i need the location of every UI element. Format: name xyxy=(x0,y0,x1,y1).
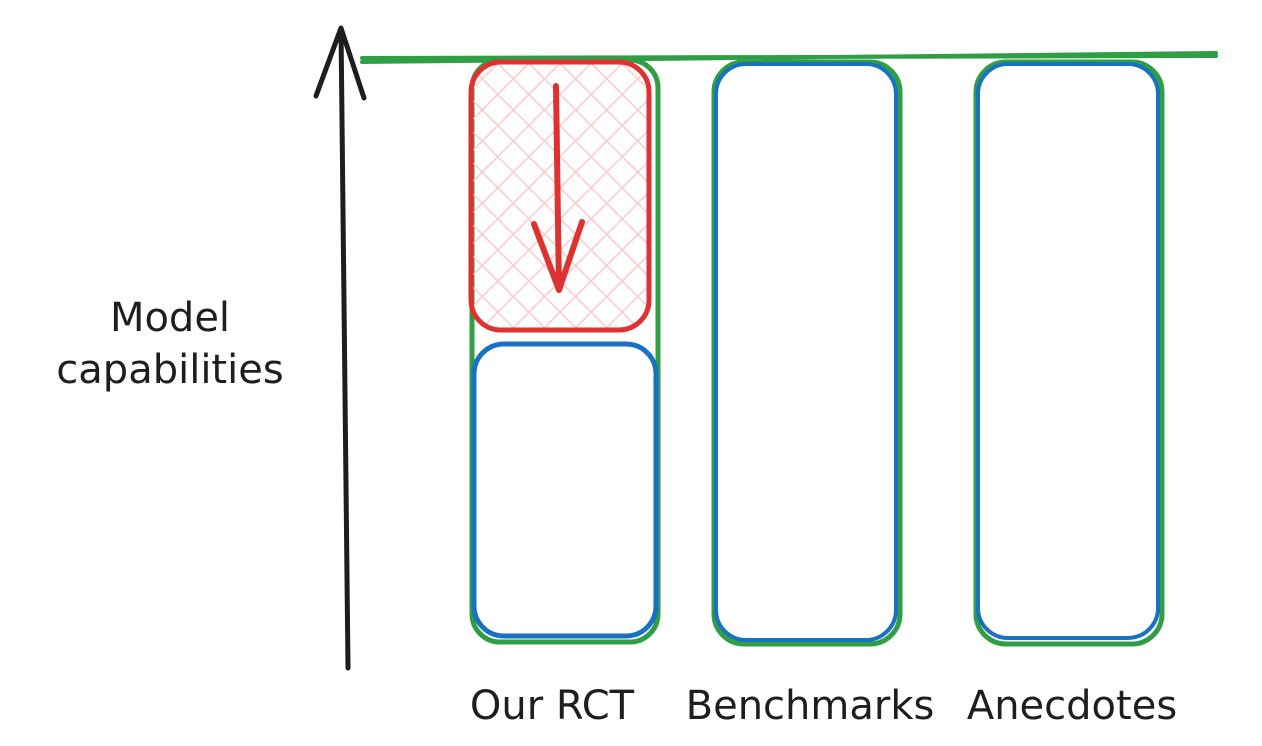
y-axis-label-line-1: Model xyxy=(109,295,231,341)
y-axis-arrow xyxy=(313,25,367,671)
anecdotes-estimate-box xyxy=(976,62,1160,640)
capability-ceiling-line xyxy=(360,51,1218,64)
column-label-anecdotes: Anecdotes xyxy=(966,683,1178,729)
our-rct-estimate-box xyxy=(471,341,659,639)
benchmarks-estimate-box xyxy=(714,62,898,642)
benchmarks-outer-box xyxy=(711,59,903,647)
down-arrow-icon xyxy=(531,83,585,293)
anecdotes-outer-box xyxy=(973,59,1165,647)
column-label-benchmarks: Benchmarks xyxy=(685,683,935,729)
y-axis-label: Model capabilities xyxy=(20,292,320,396)
column-label-our-rct: Our RCT xyxy=(469,683,635,729)
y-axis-label-line-2: capabilities xyxy=(56,347,284,393)
